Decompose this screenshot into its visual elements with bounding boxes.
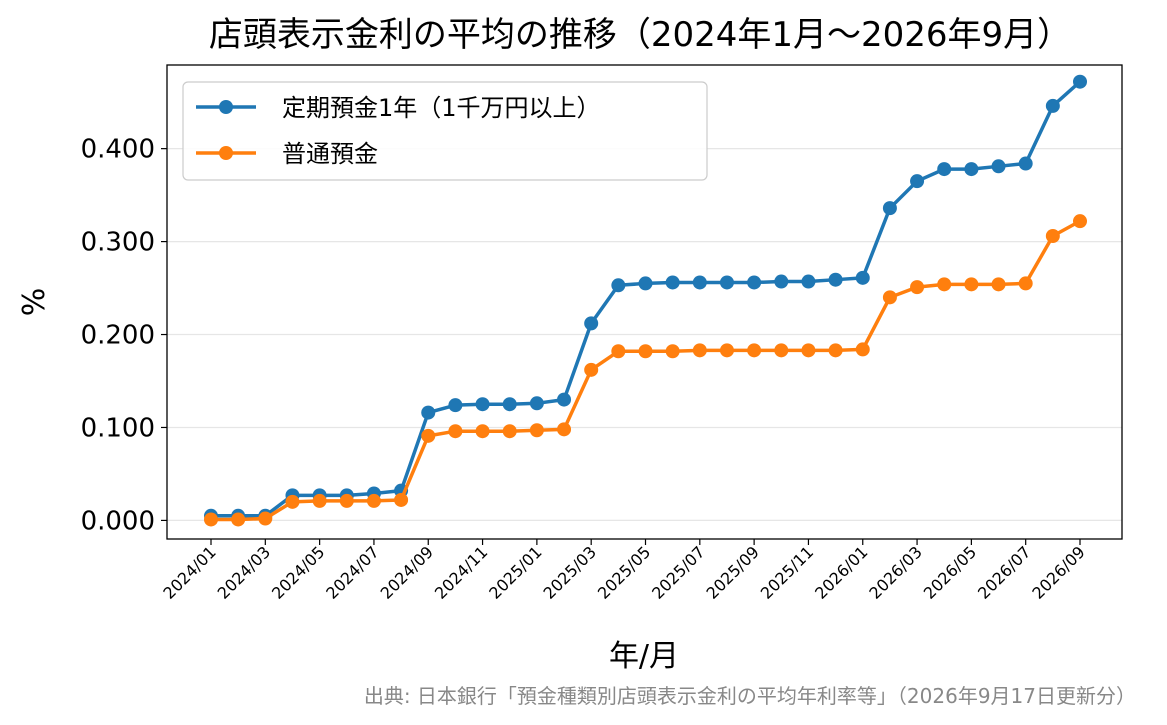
chart-title: 店頭表示金利の平均の推移（2024年1月～2026年9月） — [209, 15, 1071, 55]
y-tick-label: 0.000 — [81, 506, 155, 536]
data-point — [855, 270, 870, 285]
source-note: 出典: 日本銀行「預金種類別店頭表示金利の平均年利率等」（2026年9月17日更… — [364, 684, 1136, 708]
data-point — [828, 343, 843, 358]
data-point — [285, 494, 300, 509]
data-point — [638, 344, 653, 359]
data-point — [557, 422, 572, 437]
x-tick-label: 2025/05 — [594, 542, 654, 602]
x-axis: 2024/012024/032024/052024/072024/092024/… — [159, 539, 1089, 603]
data-point — [828, 272, 843, 287]
data-point — [529, 396, 544, 411]
data-point — [339, 493, 354, 508]
x-tick-label: 2025/01 — [485, 542, 545, 602]
plot-frame — [166, 64, 1123, 540]
data-point — [502, 424, 517, 439]
series-group — [204, 74, 1087, 527]
data-point — [421, 428, 436, 443]
data-point — [747, 275, 762, 290]
x-tick-label: 2026/09 — [1028, 542, 1088, 602]
legend-marker — [219, 146, 233, 160]
data-point — [964, 162, 979, 177]
data-point — [882, 201, 897, 216]
data-point — [448, 398, 463, 413]
data-point — [557, 392, 572, 407]
data-point — [910, 280, 925, 295]
data-point — [394, 492, 409, 507]
data-point — [774, 274, 789, 289]
data-point — [312, 493, 327, 508]
y-tick-label: 0.200 — [81, 321, 155, 351]
data-point — [774, 343, 789, 358]
data-point — [475, 424, 490, 439]
legend-items: 定期預金1年（1千万円以上） 普通預金 — [196, 94, 601, 168]
legend-box — [182, 81, 708, 181]
data-point — [638, 276, 653, 291]
legend-marker — [219, 100, 233, 114]
data-point — [584, 362, 599, 377]
data-point — [421, 405, 436, 420]
data-point — [937, 277, 952, 292]
data-point — [801, 274, 816, 289]
x-tick-label: 2024/03 — [214, 542, 274, 602]
x-tick-label: 2026/01 — [811, 542, 871, 602]
data-point — [964, 277, 979, 292]
data-point — [937, 162, 952, 177]
data-point — [719, 275, 734, 290]
x-tick-label: 2024/01 — [159, 542, 219, 602]
data-point — [991, 159, 1006, 174]
data-point — [1073, 74, 1087, 89]
data-point — [1018, 276, 1033, 291]
data-point — [801, 343, 816, 358]
y-axis: 0.000 0.100 0.200 0.300 0.400 — [81, 135, 167, 536]
series-2 — [204, 214, 1087, 527]
x-axis-label: 年/月 — [609, 639, 679, 674]
data-point — [855, 342, 870, 357]
data-point — [584, 316, 599, 331]
data-point — [665, 275, 680, 290]
x-tick-label: 2025/11 — [757, 542, 817, 602]
y-tick-label: 0.100 — [81, 413, 155, 443]
data-point — [882, 290, 897, 305]
data-point — [910, 174, 925, 189]
data-point — [692, 275, 707, 290]
x-tick-label: 2025/09 — [703, 542, 763, 602]
data-point — [719, 343, 734, 358]
data-point — [366, 493, 381, 508]
data-point — [448, 424, 463, 439]
data-point — [475, 397, 490, 412]
x-tick-label: 2024/09 — [377, 542, 437, 602]
data-point — [747, 343, 762, 358]
legend-label: 定期預金1年（1千万円以上） — [282, 94, 601, 122]
x-tick-label: 2026/05 — [920, 542, 980, 602]
x-tick-label: 2024/11 — [431, 542, 491, 602]
x-tick-label: 2024/05 — [268, 542, 328, 602]
data-point — [991, 277, 1006, 292]
data-point — [529, 423, 544, 438]
data-point — [502, 397, 517, 412]
data-point — [611, 278, 626, 293]
gridlines — [167, 148, 1122, 522]
data-point — [692, 343, 707, 358]
data-point — [258, 511, 273, 526]
x-tick-label: 2024/07 — [322, 542, 382, 602]
data-point — [1073, 214, 1087, 229]
series-line — [209, 219, 1082, 522]
y-tick-label: 0.400 — [81, 135, 155, 165]
x-tick-label: 2026/07 — [974, 542, 1034, 602]
legend-label: 普通預金 — [282, 140, 378, 168]
data-point — [665, 344, 680, 359]
x-tick-label: 2026/03 — [865, 542, 925, 602]
legend: 定期預金1年（1千万円以上） 普通預金 — [182, 81, 708, 181]
data-point — [1045, 229, 1060, 244]
x-tick-label: 2025/03 — [540, 542, 600, 602]
y-axis-label: % — [17, 288, 52, 317]
data-point — [204, 512, 218, 527]
y-tick-label: 0.300 — [81, 228, 155, 258]
data-point — [611, 344, 626, 359]
data-point — [1045, 98, 1060, 113]
data-point — [231, 512, 246, 527]
x-tick-label: 2025/07 — [648, 542, 708, 602]
data-point — [1018, 156, 1033, 171]
